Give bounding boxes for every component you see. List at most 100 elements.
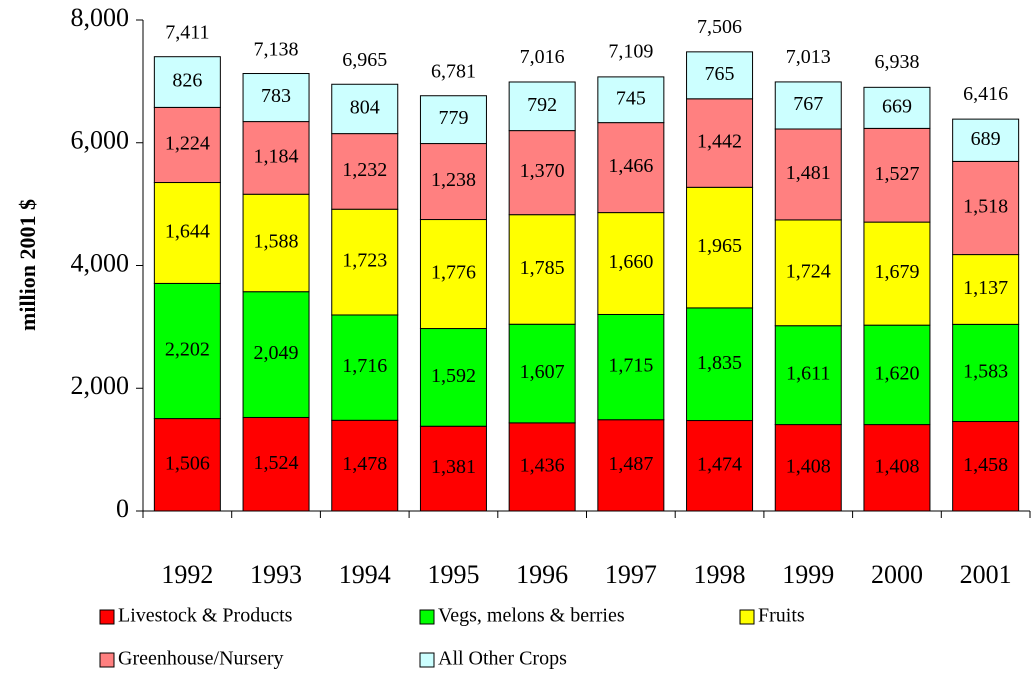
segment-label: 783: [261, 85, 291, 107]
bar-segment: [863, 221, 931, 326]
segment-label: 1,660: [608, 251, 653, 273]
bar-segment: [331, 133, 399, 210]
segment-label: 765: [705, 63, 735, 85]
bar-segment: [863, 127, 931, 223]
total-label: 6,416: [963, 83, 1008, 105]
bar-segment: [331, 314, 399, 421]
y-tick-label: 8,000: [71, 3, 130, 32]
x-tick-label: 2000: [871, 560, 923, 589]
bar-segment: [774, 81, 842, 130]
segment-label: 1,487: [608, 453, 653, 475]
legend-swatch: [419, 652, 435, 668]
y-axis-title: million 2001 $: [15, 199, 40, 331]
bar-segment: [952, 118, 1020, 162]
total-label: 7,138: [254, 38, 299, 60]
bar-segment: [242, 291, 310, 418]
legend-label: Fruits: [758, 605, 805, 627]
bar-segment: [952, 160, 1020, 256]
segment-label: 1,474: [697, 453, 742, 475]
legend-label: Livestock & Products: [118, 605, 293, 627]
bar-segment: [686, 420, 754, 512]
segment-label: 767: [793, 93, 823, 115]
x-tick-label: 1994: [339, 560, 391, 589]
segment-label: 1,715: [608, 355, 653, 377]
legend-label: Vegs, melons & berries: [438, 605, 625, 627]
bar-segment: [508, 130, 576, 216]
segment-label: 669: [882, 95, 912, 117]
bar-segment: [419, 425, 487, 512]
bar-segment: [774, 424, 842, 512]
segment-label: 1,442: [697, 131, 742, 153]
bar-segment: [952, 254, 1020, 325]
x-tick-label: 1992: [161, 560, 213, 589]
bar-segment: [153, 56, 221, 108]
segment-label: 2,049: [254, 342, 299, 364]
legend-swatch: [739, 609, 755, 625]
segment-label: 1,583: [963, 361, 1008, 383]
segment-label: 1,679: [874, 261, 919, 283]
segment-label: 1,408: [786, 455, 831, 477]
segment-label: 1,458: [963, 454, 1008, 476]
segment-label: 1,716: [342, 355, 387, 377]
legend-swatch: [99, 652, 115, 668]
segment-label: 826: [172, 70, 202, 92]
y-tick-label: 4,000: [71, 248, 130, 277]
bar-segment: [863, 86, 931, 129]
segment-label: 745: [616, 87, 646, 109]
total-label: 7,016: [520, 46, 565, 68]
segment-label: 1,835: [697, 352, 742, 374]
bar-segment: [508, 214, 576, 325]
segment-label: 1,607: [520, 361, 565, 383]
segment-label: 1,436: [520, 455, 565, 477]
bar-segment: [419, 328, 487, 427]
segment-label: 1,527: [874, 163, 919, 185]
total-label: 6,965: [342, 49, 387, 71]
bar-segment: [419, 143, 487, 221]
segment-label: 2,202: [165, 339, 210, 361]
segment-label: 779: [438, 107, 468, 129]
legend-label: All Other Crops: [438, 648, 567, 670]
segment-label: 804: [350, 97, 380, 119]
segment-label: 1,408: [874, 455, 919, 477]
total-label: 6,781: [431, 60, 476, 82]
total-label: 6,938: [874, 51, 919, 73]
x-tick-label: 1997: [605, 560, 657, 589]
bar-segment: [597, 313, 665, 421]
x-tick-label: 1993: [250, 560, 302, 589]
bar-segment: [508, 323, 576, 424]
bar-segment: [331, 419, 399, 512]
bar-segment: [419, 219, 487, 330]
x-tick-label: 1998: [694, 560, 746, 589]
y-tick-label: 0: [116, 494, 129, 523]
y-tick-label: 6,000: [71, 126, 130, 155]
bar-segment: [597, 122, 665, 214]
legend-swatch: [419, 609, 435, 625]
segment-label: 1,723: [342, 250, 387, 272]
segment-label: 1,381: [431, 456, 476, 478]
legend-label: Greenhouse/Nursery: [118, 648, 284, 670]
segment-label: 1,965: [697, 235, 742, 257]
x-tick-label: 2001: [960, 560, 1012, 589]
segment-label: 1,724: [786, 260, 831, 282]
bar-segment: [597, 76, 665, 124]
segment-label: 1,481: [786, 162, 831, 184]
bar-segment: [242, 121, 310, 195]
segment-label: 689: [971, 128, 1001, 150]
x-tick-label: 1999: [782, 560, 834, 589]
bar-segment: [331, 83, 399, 135]
x-tick-label: 1996: [516, 560, 568, 589]
bar-segment: [686, 51, 754, 100]
segment-label: 1,620: [874, 362, 919, 384]
segment-label: 1,466: [608, 155, 653, 177]
segment-label: 1,137: [963, 277, 1008, 299]
segment-label: 1,184: [254, 146, 299, 168]
bar-segment: [508, 81, 576, 132]
segment-label: 1,238: [431, 169, 476, 191]
bar-segment: [597, 419, 665, 512]
bar-segment: [153, 106, 221, 184]
total-label: 7,506: [697, 16, 742, 38]
segment-label: 1,224: [165, 133, 210, 155]
bar-segment: [686, 186, 754, 309]
bar-segment: [686, 307, 754, 422]
